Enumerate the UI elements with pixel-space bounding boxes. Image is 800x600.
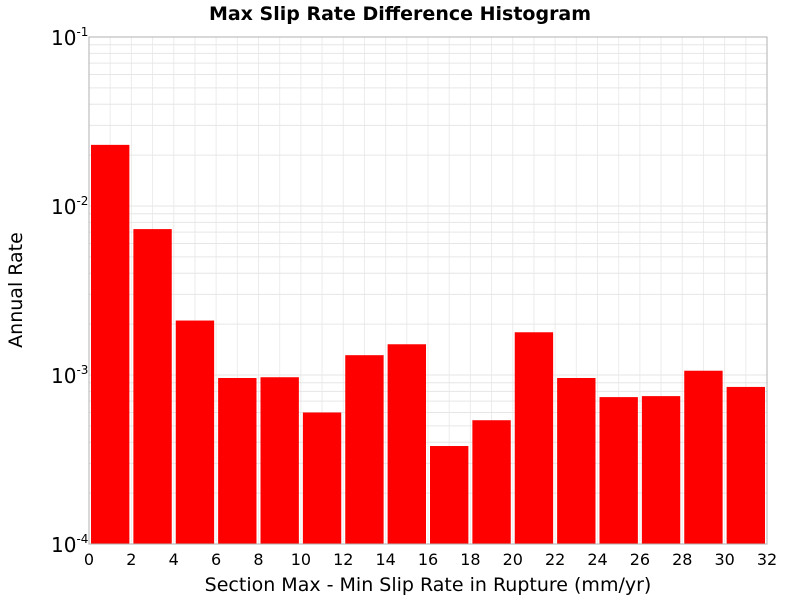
x-tick-label: 18 — [460, 550, 480, 569]
histogram-bar — [641, 396, 681, 544]
y-tick-label: 10-2 — [51, 194, 88, 219]
y-tick-label: 10-4 — [51, 532, 88, 557]
histogram-bar — [218, 377, 257, 544]
histogram-bar — [726, 386, 765, 544]
bars-group — [91, 144, 765, 545]
x-tick-label: 0 — [84, 550, 94, 569]
x-tick-label: 30 — [714, 550, 734, 569]
plot-border — [88, 36, 768, 545]
histogram-bar — [91, 144, 130, 545]
histogram-bar — [133, 229, 172, 544]
y-axis-label: Annual Rate — [5, 232, 27, 348]
x-tick-labels: 0 2 4 6 8 10 12 14 16 18 20 22 24 26 28 30 32 — [84, 550, 777, 569]
histogram-bar — [430, 446, 469, 544]
x-tick-label: 4 — [169, 550, 179, 569]
histogram-bar — [514, 332, 554, 544]
histogram-bar — [302, 412, 342, 544]
histogram-bar — [684, 370, 723, 544]
histogram-bar — [175, 320, 215, 544]
x-tick-label: 14 — [375, 550, 395, 569]
histogram-bar — [345, 355, 384, 544]
y-tick-label: 10-1 — [51, 25, 88, 50]
x-tick-label: 28 — [672, 550, 692, 569]
x-tick-label: 26 — [630, 550, 650, 569]
chart-title: Max Slip Rate Difference Histogram — [209, 3, 591, 25]
x-tick-label: 32 — [757, 550, 777, 569]
x-tick-label: 12 — [333, 550, 353, 569]
histogram-bar — [599, 397, 638, 544]
x-tick-label: 20 — [503, 550, 523, 569]
x-axis-label: Section Max - Min Slip Rate in Rupture (… — [205, 574, 652, 596]
x-tick-label: 10 — [291, 550, 311, 569]
histogram-bar — [557, 377, 596, 544]
histogram-bar — [387, 344, 426, 544]
x-tick-label: 8 — [253, 550, 263, 569]
x-tick-label: 6 — [211, 550, 221, 569]
y-tick-labels: 10-4 10-3 10-2 10-1 — [51, 25, 88, 557]
x-tick-label: 24 — [587, 550, 607, 569]
x-tick-label: 16 — [418, 550, 438, 569]
x-tick-label: 2 — [126, 550, 136, 569]
x-tick-label: 22 — [545, 550, 565, 569]
y-tick-label: 10-3 — [51, 363, 88, 388]
histogram-bar — [260, 377, 299, 544]
histogram-bar — [472, 420, 511, 544]
